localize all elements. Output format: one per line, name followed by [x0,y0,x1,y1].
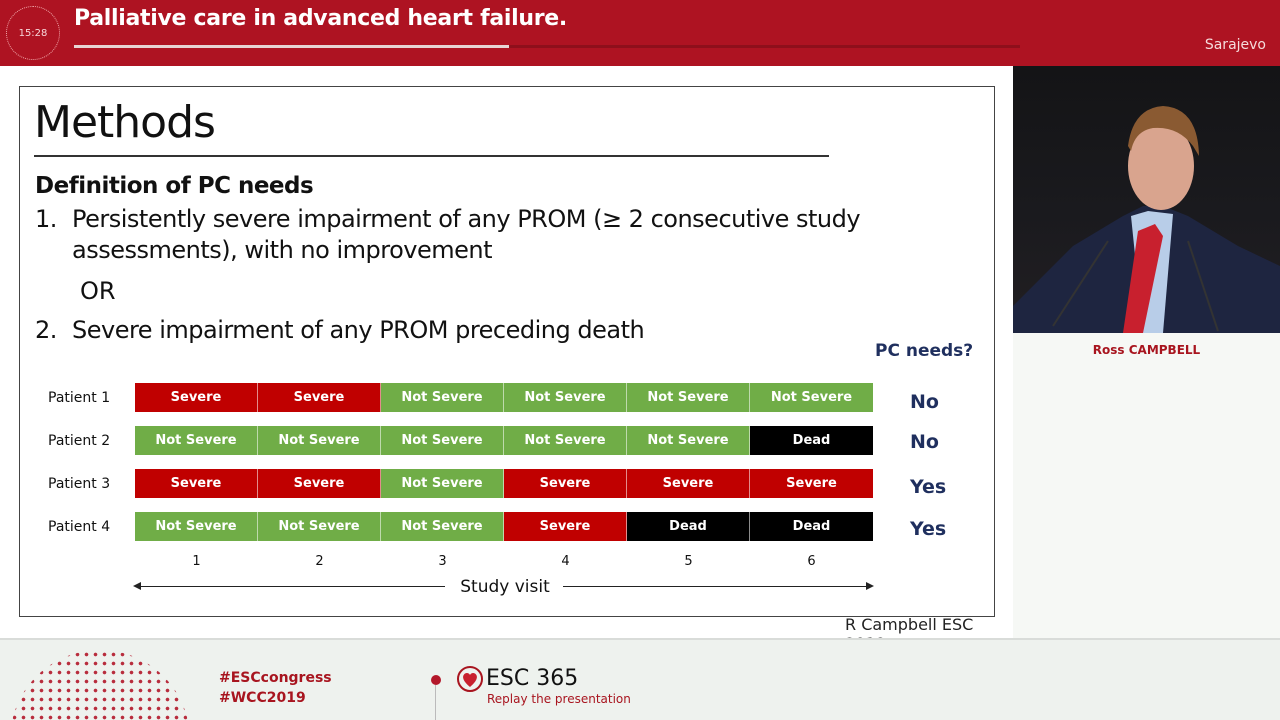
patient-row: Patient 3 Severe Severe Not Severe Severe Sev… [20,469,980,499]
status-cell: Not Severe [381,469,504,498]
status-cell: Not Severe [504,426,627,455]
or-label: OR [80,277,116,305]
status-cell: Not Severe [381,512,504,541]
esc365-title[interactable]: ESC 365 [486,666,579,691]
pc-needs-answer: No [910,431,939,453]
progress-bar[interactable] [74,45,1020,48]
header-bar: 15:28 Palliative care in advanced heart … [0,0,1280,66]
definition-heading: Definition of PC needs [35,173,314,199]
patient-row: Patient 1 Severe Severe Not Severe Not Sever… [20,383,980,413]
globe-logo-icon [10,650,190,720]
pc-needs-answer: Yes [910,476,947,498]
visit-cells: Not Severe Not Severe Not Severe Not Severe… [135,426,873,455]
title-divider [34,155,829,157]
status-cell: Dead [750,512,873,541]
study-visit-axis: Study visit [133,577,874,597]
status-cell: Severe [504,469,627,498]
axis-line-right [563,586,871,588]
status-cell: Not Severe [627,383,750,412]
axis-label: Study visit [460,577,550,597]
status-cell: Not Severe [750,383,873,412]
status-cell: Not Severe [381,383,504,412]
visit-number: 2 [315,554,324,569]
status-cell: Dead [750,426,873,455]
status-cell: Not Severe [627,426,750,455]
visit-number: 4 [561,554,570,569]
status-cell: Not Severe [258,512,381,541]
patient-label: Patient 1 [48,390,111,406]
status-cell: Severe [627,469,750,498]
item-number: 2. [35,316,57,344]
speaker-silhouette-icon [1013,106,1280,333]
speaker-panel: Ross CAMPBELL [1013,333,1280,638]
visit-number: 5 [684,554,693,569]
axis-line-left [135,586,445,588]
hashtags: #ESCcongress #WCC2019 [219,668,332,708]
presentation-title: Palliative care in advanced heart failur… [74,6,567,31]
status-cell: Severe [135,383,258,412]
patient-row: Patient 4 Not Severe Not Severe Not Severe S… [20,512,980,542]
status-cell: Not Severe [135,512,258,541]
slide-title: Methods [34,97,216,148]
status-cell: Severe [258,469,381,498]
status-cell: Dead [627,512,750,541]
visit-numbers: 1 2 3 4 5 6 [135,554,873,569]
speaker-name: Ross CAMPBELL [1092,343,1201,357]
patient-label: Patient 3 [48,476,111,492]
definition-item-1: 1. Persistently severe impairment of any … [35,204,861,266]
hashtag-wcc2019: #WCC2019 [219,690,306,706]
footer-bar: #ESCcongress #WCC2019 ESC 365 Replay the… [0,638,1280,720]
visit-cells: Severe Severe Not Severe Severe Severe Severe [135,469,873,498]
visit-cells: Severe Severe Not Severe Not Severe Not Seve… [135,383,873,412]
patient-label: Patient 4 [48,519,111,535]
location-label: Sarajevo [1204,37,1266,53]
visit-number: 3 [438,554,447,569]
status-cell: Severe [504,512,627,541]
pc-needs-answer: No [910,391,939,413]
status-cell: Not Severe [504,383,627,412]
visit-cells: Not Severe Not Severe Not Severe Severe Dead… [135,512,873,541]
arrow-right-icon [866,582,874,590]
slide-area: Methods Definition of PC needs 1. Persist… [0,66,1013,653]
patient-label: Patient 2 [48,433,111,449]
status-cell: Not Severe [135,426,258,455]
progress-fill [74,45,510,48]
item-number: 1. [35,205,57,233]
visit-number: 1 [192,554,201,569]
status-cell: Severe [135,469,258,498]
status-cell: Severe [750,469,873,498]
speaker-video [1013,66,1280,333]
esc-heart-logo-icon [457,666,483,692]
timeline-dot-icon [431,675,441,685]
item-text: Severe impairment of any PROM preceding … [72,316,645,344]
replay-link[interactable]: Replay the presentation [487,692,631,706]
status-cell: Severe [258,383,381,412]
status-cell: Not Severe [381,426,504,455]
hashtag-esccongress: #ESCcongress [219,670,332,686]
timeline-line [435,685,436,720]
patient-row: Patient 2 Not Severe Not Severe Not Severe N… [20,426,980,456]
pc-needs-answer: Yes [910,518,947,540]
visit-number: 6 [807,554,816,569]
item-text: Persistently severe impairment of any PR… [72,205,861,233]
status-cell: Not Severe [258,426,381,455]
definition-item-2: 2. Severe impairment of any PROM precedin… [35,315,645,346]
timer-badge: 15:28 [6,6,60,60]
slide: Methods Definition of PC needs 1. Persist… [19,86,995,617]
pc-needs-heading: PC needs? [875,341,974,361]
item-text-continued: assessments), with no improvement [72,236,493,264]
